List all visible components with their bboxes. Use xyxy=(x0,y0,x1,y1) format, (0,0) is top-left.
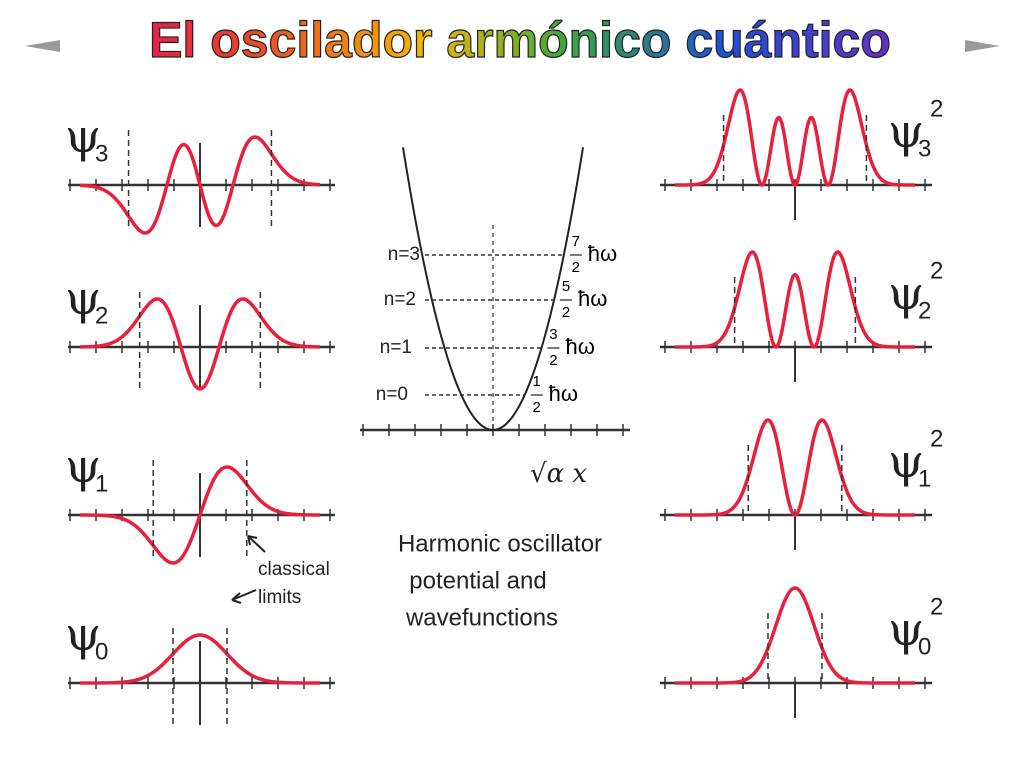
psi-superscript: 2 xyxy=(930,593,943,620)
annotation: limits xyxy=(258,587,301,608)
annotation-arrow xyxy=(231,589,257,604)
energy-unit: ħω xyxy=(578,286,607,311)
psi-label: ψ xyxy=(888,104,924,158)
psi-label: ψ xyxy=(65,109,101,163)
energy-unit: ħω xyxy=(588,241,617,266)
psi-subscript: 0 xyxy=(95,638,108,665)
psi-subscript: 3 xyxy=(918,135,931,162)
energy-numerator: 3 xyxy=(549,326,557,343)
level-label: n=2 xyxy=(384,289,416,310)
psi-label: ψ xyxy=(888,266,924,320)
psi-subscript: 1 xyxy=(918,465,931,492)
annotation: classical xyxy=(258,559,330,580)
energy-denominator: 2 xyxy=(572,259,580,276)
psi-label: ψ xyxy=(888,434,924,488)
probability-density xyxy=(675,586,915,685)
energy-numerator: 7 xyxy=(572,233,580,250)
energy-denominator: 2 xyxy=(532,399,540,416)
energy-denominator: 2 xyxy=(562,304,570,321)
probability-density xyxy=(674,88,916,188)
probability-density xyxy=(675,418,915,517)
level-label: n=1 xyxy=(380,337,412,358)
energy-unit: ħω xyxy=(565,334,594,359)
psi-superscript: 2 xyxy=(930,257,943,284)
energy-denominator: 2 xyxy=(549,352,557,369)
psi-subscript: 0 xyxy=(918,633,931,660)
axis-label: √α x xyxy=(530,459,587,489)
level-label: n=0 xyxy=(376,384,408,405)
wavefunction xyxy=(79,297,321,391)
caption: Harmonic oscillator xyxy=(398,530,602,557)
title: El oscilador armónico cuántico xyxy=(149,12,891,68)
psi-superscript: 2 xyxy=(930,425,943,452)
probability-density xyxy=(675,250,915,349)
psi-label: ψ xyxy=(65,607,101,661)
psi-label: ψ xyxy=(65,271,101,325)
caption: wavefunctions xyxy=(405,604,558,631)
energy-unit: ħω xyxy=(549,381,578,406)
wavefunction xyxy=(79,465,321,565)
energy-numerator: 1 xyxy=(532,373,540,390)
psi-label: ψ xyxy=(65,439,101,493)
psi-subscript: 3 xyxy=(95,140,108,167)
annotation-arrow xyxy=(247,535,266,553)
wavefunction xyxy=(79,633,321,685)
psi-label: ψ xyxy=(888,602,924,656)
psi-superscript: 2 xyxy=(930,95,943,122)
caption: potential and xyxy=(409,567,546,594)
psi-subscript: 2 xyxy=(95,302,108,329)
energy-numerator: 5 xyxy=(562,278,570,295)
psi-subscript: 2 xyxy=(918,297,931,324)
psi-subscript: 1 xyxy=(95,470,108,497)
wavefunction xyxy=(79,135,321,235)
level-label: n=3 xyxy=(388,244,420,265)
potential xyxy=(402,147,584,432)
